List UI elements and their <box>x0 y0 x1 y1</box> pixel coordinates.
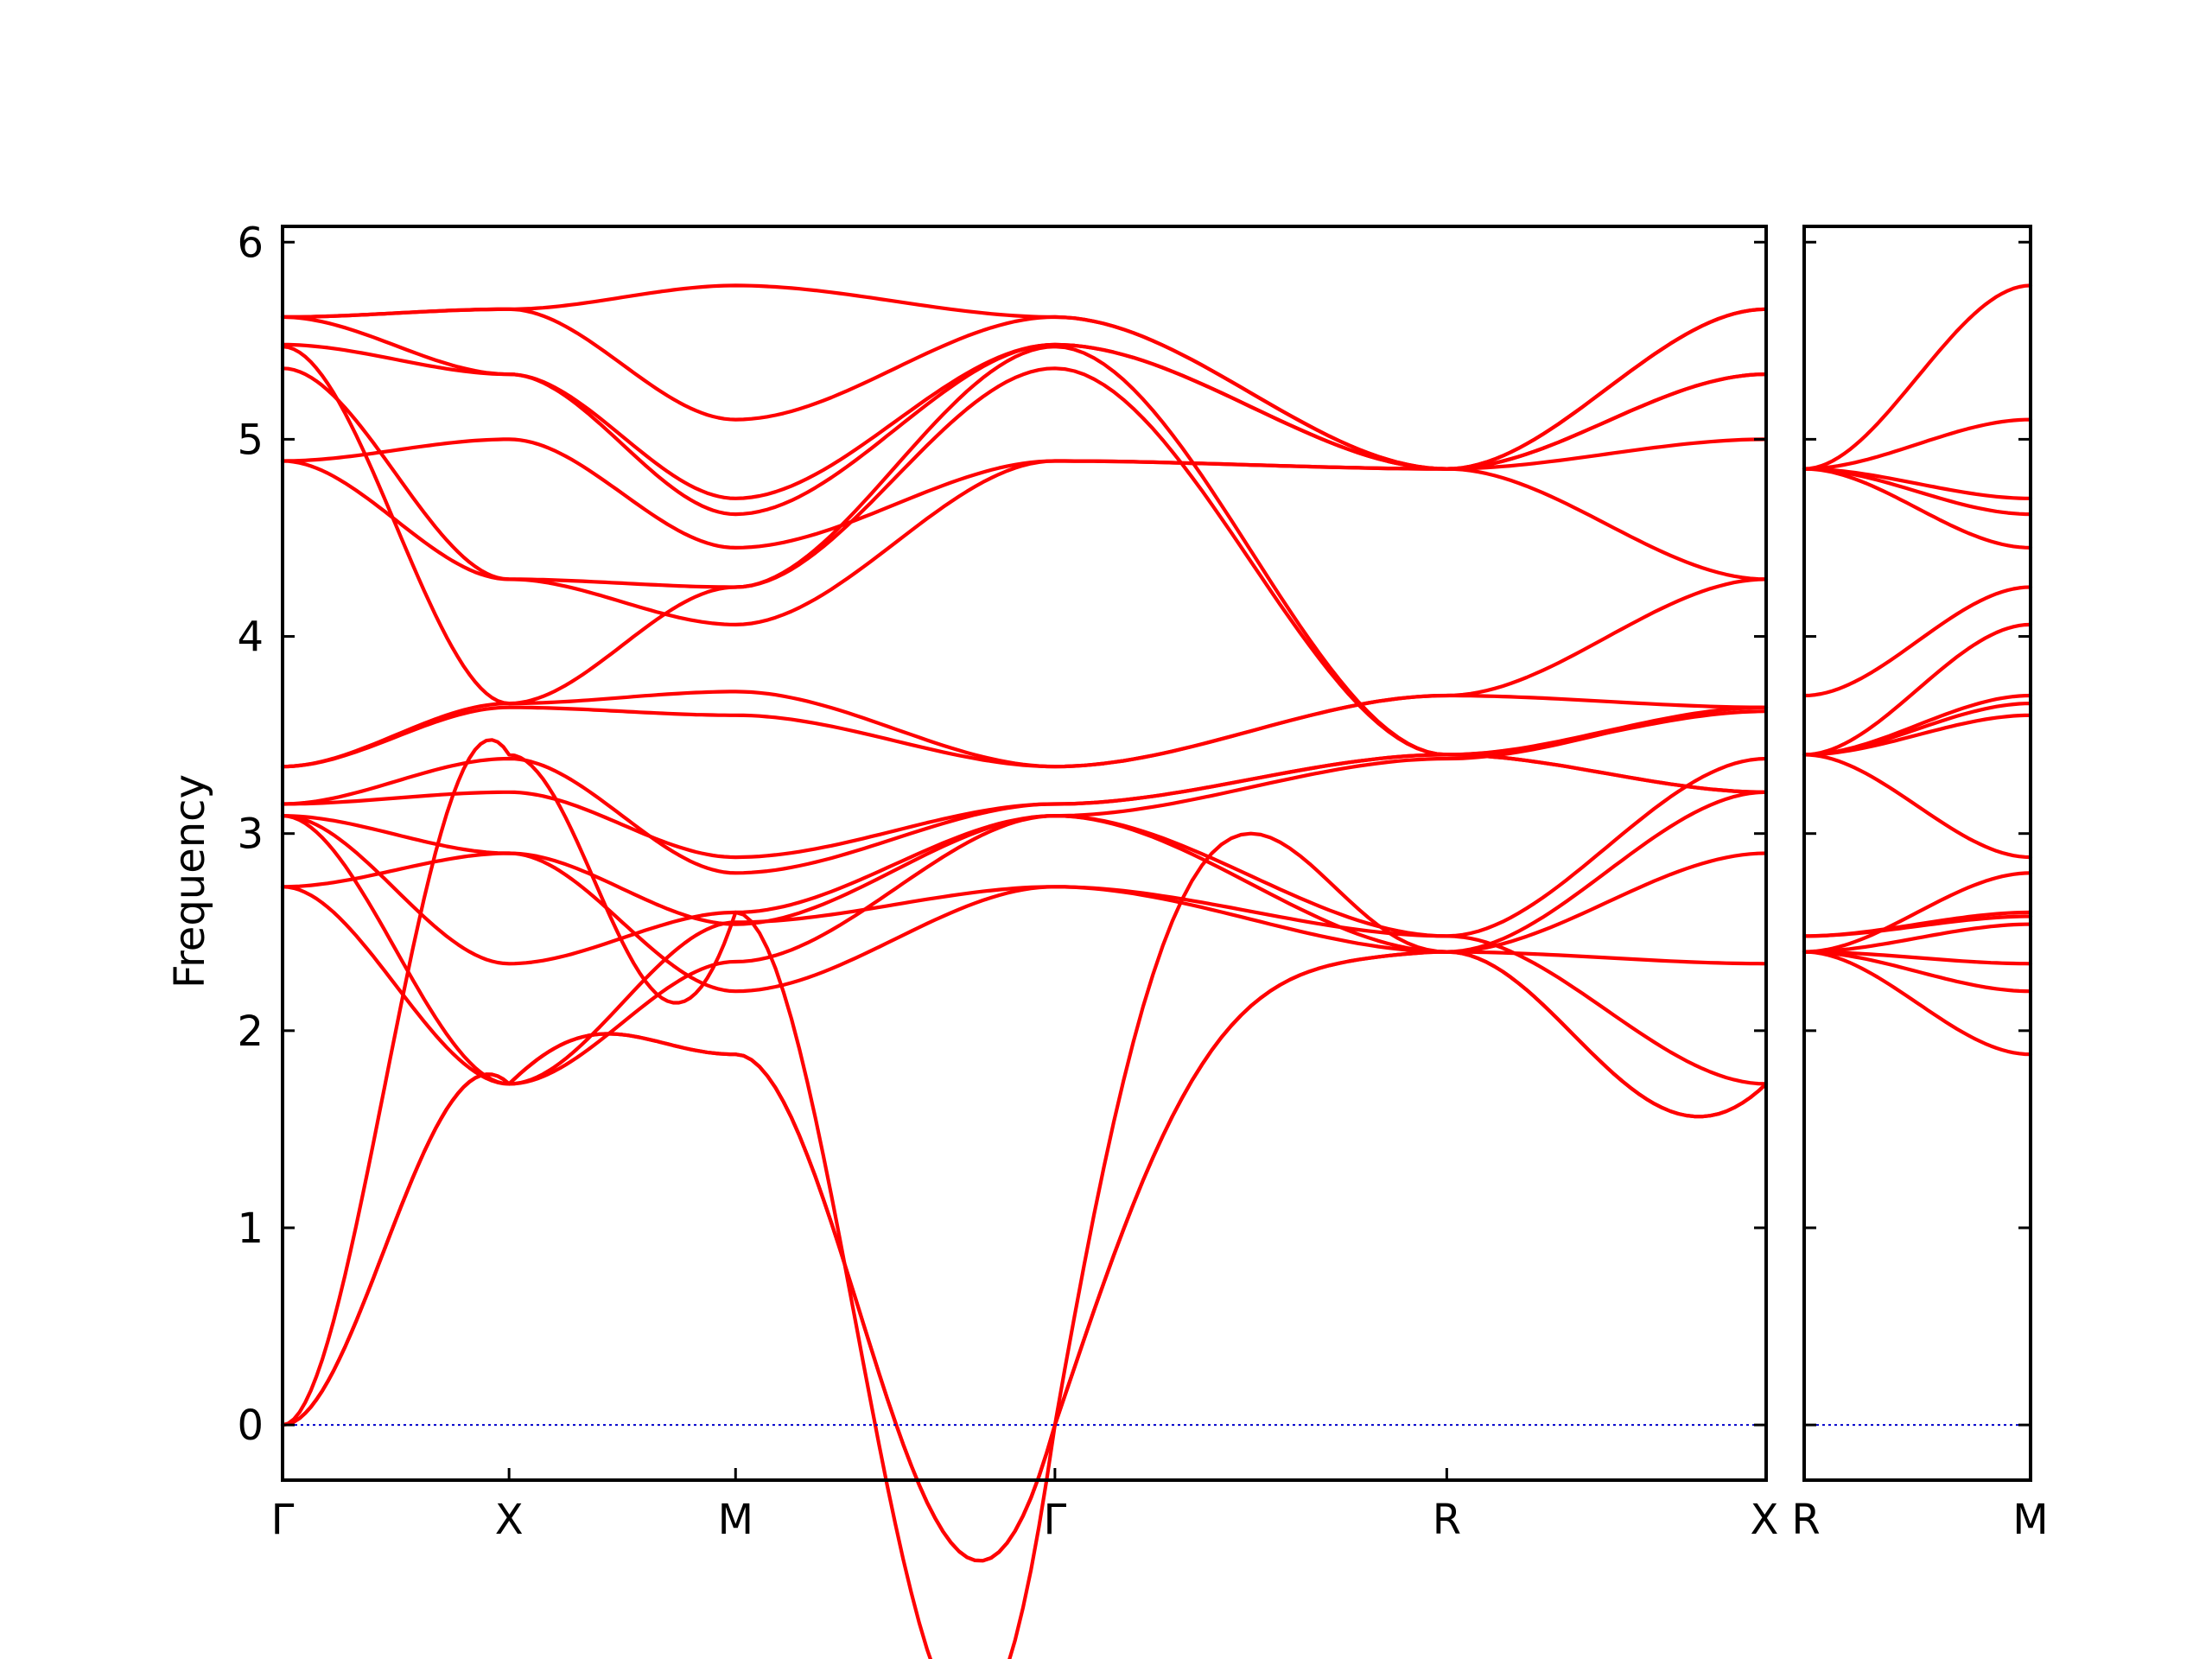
band-line-11 <box>280 693 1769 769</box>
band-line-13 <box>280 437 1769 626</box>
band-line-19 <box>280 307 1769 471</box>
x-tick-label: M <box>718 1496 753 1544</box>
x-tick-label: M <box>2012 1496 2048 1544</box>
band-line-24 <box>1802 922 2033 954</box>
band-line-5 <box>280 851 1769 1086</box>
band-line-1 <box>280 950 1769 1563</box>
band-line-4 <box>280 851 1769 1086</box>
band-line-20 <box>280 283 1769 471</box>
y-tick-label: 0 <box>237 1402 264 1450</box>
band-line-15 <box>280 366 1769 757</box>
band-line-26 <box>1802 910 2033 938</box>
x-tick-label: R <box>1791 1496 1820 1544</box>
x-tick-label: Γ <box>1044 1496 1067 1544</box>
y-tick-label: 4 <box>237 613 264 662</box>
band-line-34 <box>1802 467 2033 550</box>
x-tick-label: X <box>1751 1496 1779 1544</box>
band-line-12 <box>280 577 1769 769</box>
band-line-16 <box>280 345 1769 794</box>
band-line-8 <box>280 705 1769 926</box>
band-line-32 <box>1802 622 2033 757</box>
y-tick-label: 2 <box>237 1007 264 1056</box>
band-line-36 <box>1802 467 2033 500</box>
band-line-3 <box>280 738 1769 1659</box>
band-line-38 <box>1802 283 2033 471</box>
bands-layer <box>280 283 2033 1659</box>
plot-frame-1 <box>281 225 1768 1482</box>
band-line-33 <box>1802 585 2033 698</box>
band-line-22 <box>1802 950 2033 994</box>
band-line-28 <box>1802 753 2033 860</box>
band-line-23 <box>1802 950 2033 966</box>
y-tick-label: 6 <box>237 219 264 267</box>
band-line-2 <box>280 950 1769 1563</box>
y-axis-label: Frequency <box>166 774 214 988</box>
y-tick-label: 5 <box>237 416 264 464</box>
band-line-27 <box>1802 871 2033 954</box>
band-line-37 <box>1802 417 2033 471</box>
y-tick-label: 1 <box>237 1205 264 1253</box>
band-line-17 <box>280 307 1769 517</box>
y-tick-label: 3 <box>237 810 264 859</box>
band-line-18 <box>280 315 1769 582</box>
band-line-7 <box>280 756 1769 966</box>
plot-frame-2 <box>1802 225 2032 1482</box>
band-line-31 <box>1802 693 2033 757</box>
band-line-6 <box>280 790 1769 1086</box>
x-tick-label: Γ <box>271 1496 295 1544</box>
x-tick-label: X <box>495 1496 524 1544</box>
x-tick-label: R <box>1433 1496 1461 1544</box>
band-line-21 <box>1802 950 2033 1057</box>
